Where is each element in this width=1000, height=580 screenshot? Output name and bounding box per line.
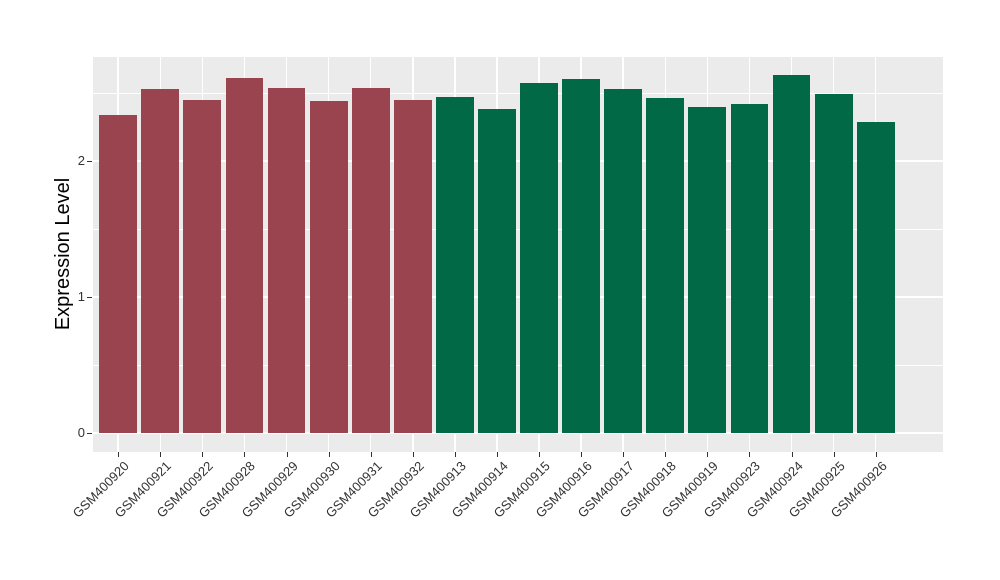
bar-GSM400929 — [267, 87, 306, 433]
bar-GSM400918 — [646, 98, 685, 433]
bar-GSM400920 — [99, 114, 138, 433]
y-tick-label: 0 — [77, 425, 85, 440]
x-axis-tick — [496, 452, 498, 457]
x-axis-tick — [539, 452, 541, 457]
y-axis-tick — [87, 297, 92, 298]
bar-GSM400916 — [562, 79, 601, 433]
bar-GSM400922 — [183, 99, 222, 433]
x-axis-tick — [160, 452, 162, 457]
bar-GSM400925 — [814, 94, 853, 433]
gridline-minor-horizontal — [93, 93, 943, 94]
x-axis-tick — [665, 452, 667, 457]
y-axis-tick — [87, 433, 92, 434]
x-axis-tick — [791, 452, 793, 457]
bar-GSM400919 — [688, 106, 727, 433]
gridline-major-horizontal — [93, 296, 943, 298]
x-axis-tick — [581, 452, 583, 457]
y-axis-title: Expression Level — [52, 177, 74, 331]
plot-panel — [93, 57, 943, 452]
x-axis-tick — [412, 452, 414, 457]
bar-GSM400928 — [225, 78, 264, 433]
x-axis-tick — [328, 452, 330, 457]
x-axis-tick — [875, 452, 877, 457]
y-axis-tick — [87, 161, 92, 162]
bar-GSM400923 — [730, 103, 769, 433]
bar-GSM400914 — [478, 109, 516, 433]
x-axis-tick — [118, 452, 120, 457]
x-axis-tick — [623, 452, 625, 457]
gridline-minor-horizontal — [93, 229, 943, 230]
x-axis-tick — [707, 452, 709, 457]
bar-GSM400931 — [351, 87, 390, 433]
x-axis-tick — [370, 452, 372, 457]
bar-GSM400924 — [772, 75, 811, 433]
bar-GSM400930 — [309, 101, 348, 433]
x-axis-tick — [454, 452, 456, 457]
bar-GSM400913 — [435, 97, 474, 433]
x-axis-tick — [202, 452, 204, 457]
x-axis-tick — [286, 452, 288, 457]
gridline-major-horizontal — [93, 160, 943, 162]
gridline-major-horizontal — [93, 432, 943, 434]
bar-GSM400921 — [141, 88, 180, 433]
y-tick-label: 1 — [77, 289, 85, 304]
bar-GSM400926 — [856, 121, 895, 433]
bar-GSM400915 — [520, 83, 558, 433]
x-axis-tick — [833, 452, 835, 457]
x-axis-tick — [749, 452, 751, 457]
gridline-minor-horizontal — [93, 365, 943, 366]
y-tick-label: 2 — [77, 153, 85, 168]
bar-GSM400917 — [604, 88, 643, 433]
bar-GSM400932 — [393, 99, 432, 433]
x-axis-tick — [244, 452, 246, 457]
